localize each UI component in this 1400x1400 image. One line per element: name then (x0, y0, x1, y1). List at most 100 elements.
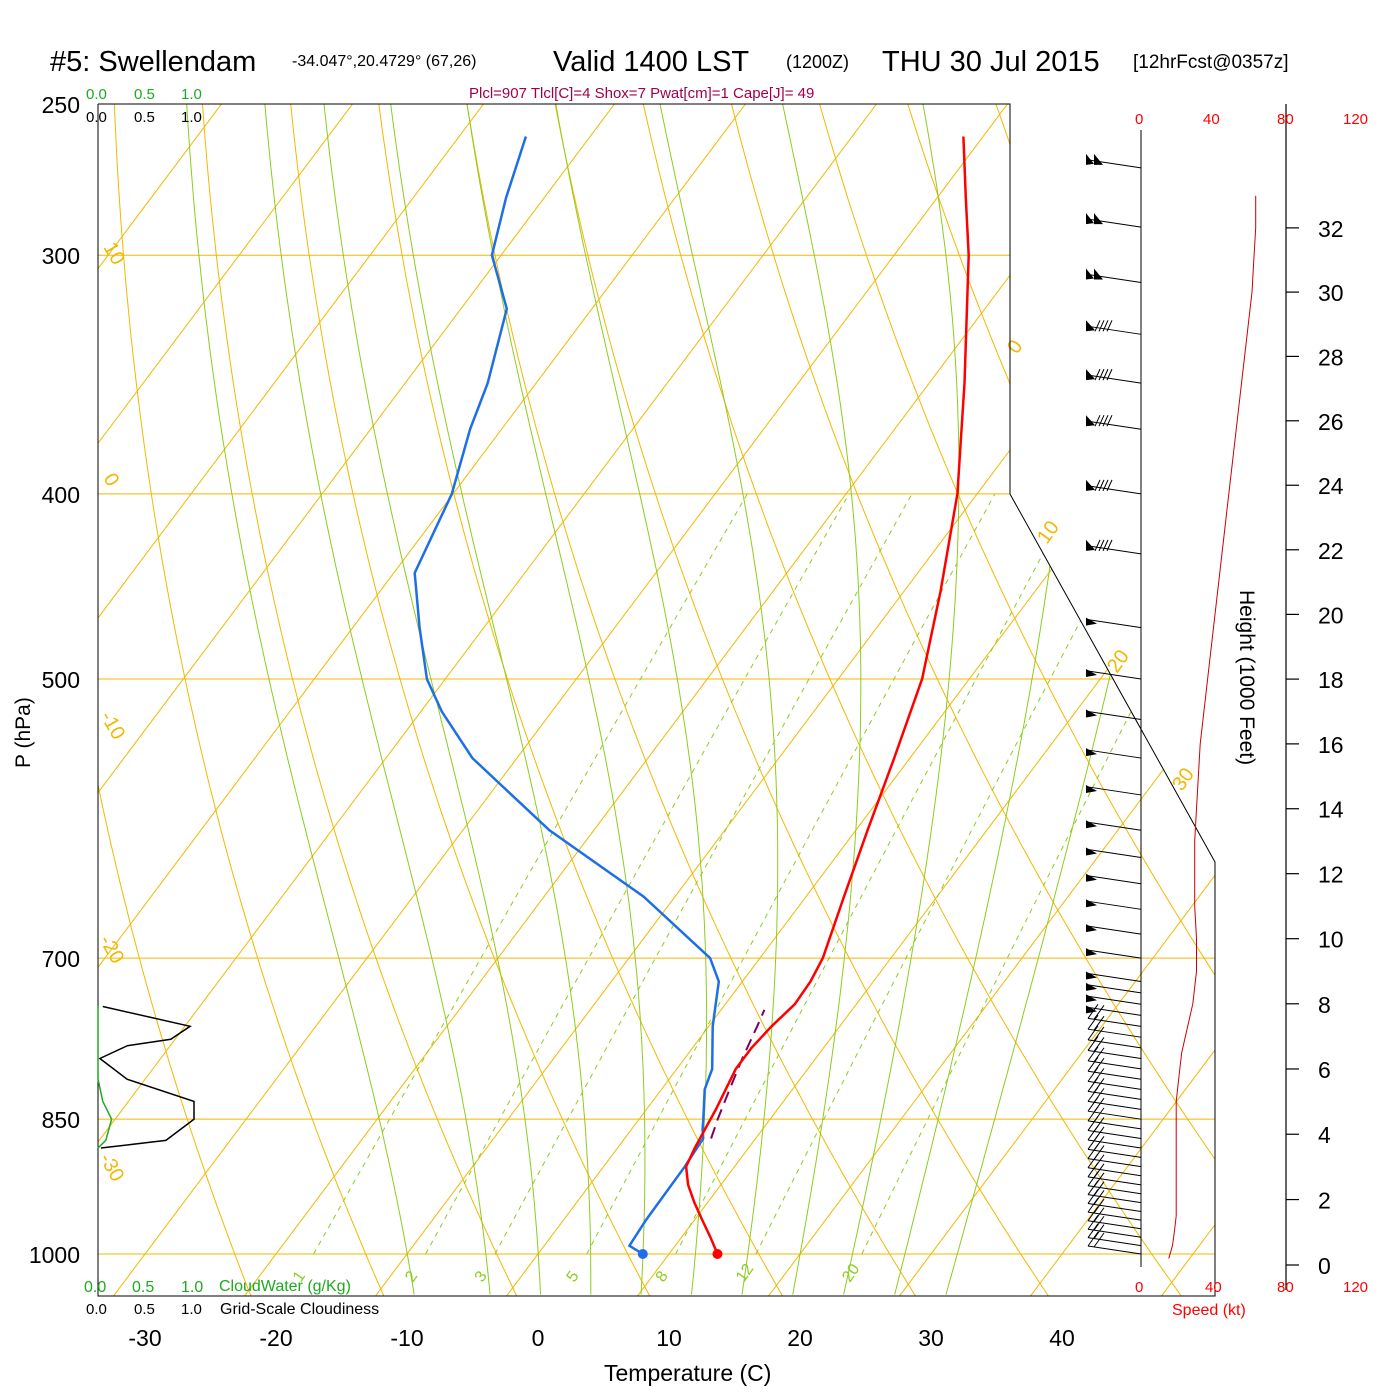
pressure-tick-label: 500 (42, 667, 80, 693)
isotherm-line (98, 104, 615, 1296)
dry-adiabat-label: 0 (99, 470, 124, 491)
wind-barb (1086, 415, 1142, 430)
mixing-ratio-label: 8 (653, 1268, 672, 1285)
pressure-tick-label: 400 (42, 482, 80, 508)
speed-top-tick: 120 (1343, 111, 1368, 128)
wind-barb (1086, 1005, 1142, 1016)
wind-barb (1086, 368, 1142, 384)
pressure-axis-ticks: 250 300 400 500 700 850 1000 (29, 92, 80, 1268)
valid-time: Valid 1400 LST (553, 46, 749, 78)
station-title: #5: Swellendam (50, 46, 256, 78)
height-tick-label: 26 (1318, 409, 1344, 435)
isotherm-line (1156, 104, 1215, 1296)
cloudiness-bottom-tick: 1.0 (181, 1301, 202, 1318)
cloudiness-top-tick: 0.5 (134, 109, 155, 126)
moist-adiabat-line (466, 104, 646, 1295)
wind-barb (1086, 709, 1142, 720)
cloudwater-top-tick: 1.0 (181, 86, 202, 103)
utc-time: (1200Z) (786, 52, 849, 72)
wind-barb (1086, 847, 1142, 858)
temperature-tick-label: 30 (918, 1325, 944, 1351)
dry-adiabat-line (202, 104, 521, 1296)
height-tick-label: 4 (1318, 1122, 1331, 1148)
wind-barb (1087, 1056, 1142, 1080)
isotherm-line (98, 104, 877, 1296)
temperature-tick-label: -10 (390, 1325, 423, 1351)
dry-adiabat-line (819, 104, 1215, 1296)
dry-adiabat-line (290, 104, 654, 1296)
cloudiness-top-tick: 0.0 (86, 109, 107, 126)
speed-bottom-tick: 40 (1205, 1279, 1222, 1296)
cloud-scale-bottom: 0.0 0.5 1.0 CloudWater (g/Kg) 0.0 0.5 1.… (84, 1278, 379, 1318)
plot-frame (97, 103, 1216, 1297)
wind-barb (1087, 1223, 1142, 1247)
dry-adiabat-label: -10 (96, 708, 130, 744)
speed-top-tick: 40 (1203, 111, 1220, 128)
wind-barb (1086, 784, 1142, 796)
cloudiness-top-tick: 1.0 (181, 109, 202, 126)
surface-temperature-marker (712, 1249, 723, 1259)
wind-barb (1087, 1014, 1142, 1038)
wind-barb (1087, 1214, 1142, 1238)
mixing-ratio-line (861, 493, 1215, 1255)
speed-bottom-tick: 120 (1343, 1279, 1368, 1296)
height-tick-label: 18 (1318, 667, 1344, 693)
moist-adiabat-line (186, 104, 415, 1295)
dry-adiabat-line (466, 104, 920, 1296)
wind-barb (1086, 213, 1142, 228)
cloudiness-label: Grid-Scale Cloudiness (220, 1301, 379, 1318)
wind-barb (1086, 748, 1142, 759)
isotherm-line (98, 104, 746, 1296)
mixing-ratio-label: 12 (733, 1261, 757, 1285)
speed-top-tick: 0 (1135, 111, 1143, 128)
wind-barb (1086, 971, 1142, 982)
mixing-ratio-line (675, 493, 1076, 1255)
mixing-ratio-line (313, 493, 748, 1255)
cloudwater-top-tick: 0.5 (134, 86, 155, 103)
height-tick-label: 2 (1318, 1188, 1331, 1214)
wind-barb (1086, 948, 1142, 959)
pressure-tick-label: 1000 (29, 1242, 80, 1268)
dry-adiabat-label: 20 (1103, 646, 1134, 677)
mixing-ratio-label: 20 (839, 1261, 863, 1285)
height-tick-label: 8 (1318, 992, 1331, 1018)
wind-barb (1087, 1036, 1142, 1059)
wind-barb (1086, 479, 1142, 495)
temperature-tick-label: 10 (656, 1325, 682, 1351)
height-tick-label: 30 (1318, 280, 1344, 306)
dry-adiabat-line (378, 104, 787, 1296)
speed-bottom-tick: 80 (1277, 1279, 1294, 1296)
temperature-trace (684, 136, 970, 1255)
dry-adiabat-line (731, 104, 1215, 1296)
wind-barb (1086, 820, 1142, 831)
wind-barb (1087, 1004, 1142, 1027)
wind-barb (1086, 924, 1142, 935)
dry-adiabat-line (1349, 104, 1400, 1302)
mixing-ratio-label: 5 (564, 1268, 583, 1285)
height-tick-label: 32 (1318, 216, 1344, 242)
valid-date: THU 30 Jul 2015 (882, 46, 1100, 78)
height-tick-label: 12 (1318, 862, 1344, 888)
wind-barb (1086, 153, 1142, 169)
speed-top-tick: 80 (1277, 111, 1294, 128)
height-tick-label: 10 (1318, 927, 1344, 953)
wind-barb (1086, 994, 1142, 1005)
stability-indices: Plcl=907 Tlcl[C]=4 Shox=7 Pwat[cm]=1 Cap… (469, 85, 814, 102)
dry-adiabat-label: 0 (1003, 336, 1027, 358)
isotherm-line (98, 104, 484, 1296)
height-tick-label: 6 (1318, 1057, 1331, 1083)
speed-bottom-tick: 0 (1135, 1279, 1143, 1296)
wind-barb (1086, 873, 1142, 885)
wind-barb (1086, 539, 1142, 555)
cloudwater-bottom-tick: 0.5 (132, 1279, 154, 1296)
isotherm-line (239, 104, 1139, 1296)
height-tick-label: 28 (1318, 344, 1344, 370)
cloudiness-line (98, 1005, 195, 1149)
cloudwater-top-tick: 0.0 (86, 86, 107, 103)
cloudiness-bottom-tick: 0.5 (134, 1301, 155, 1318)
dry-adiabat-line (98, 104, 254, 1296)
wind-speed-line (1168, 195, 1257, 1259)
